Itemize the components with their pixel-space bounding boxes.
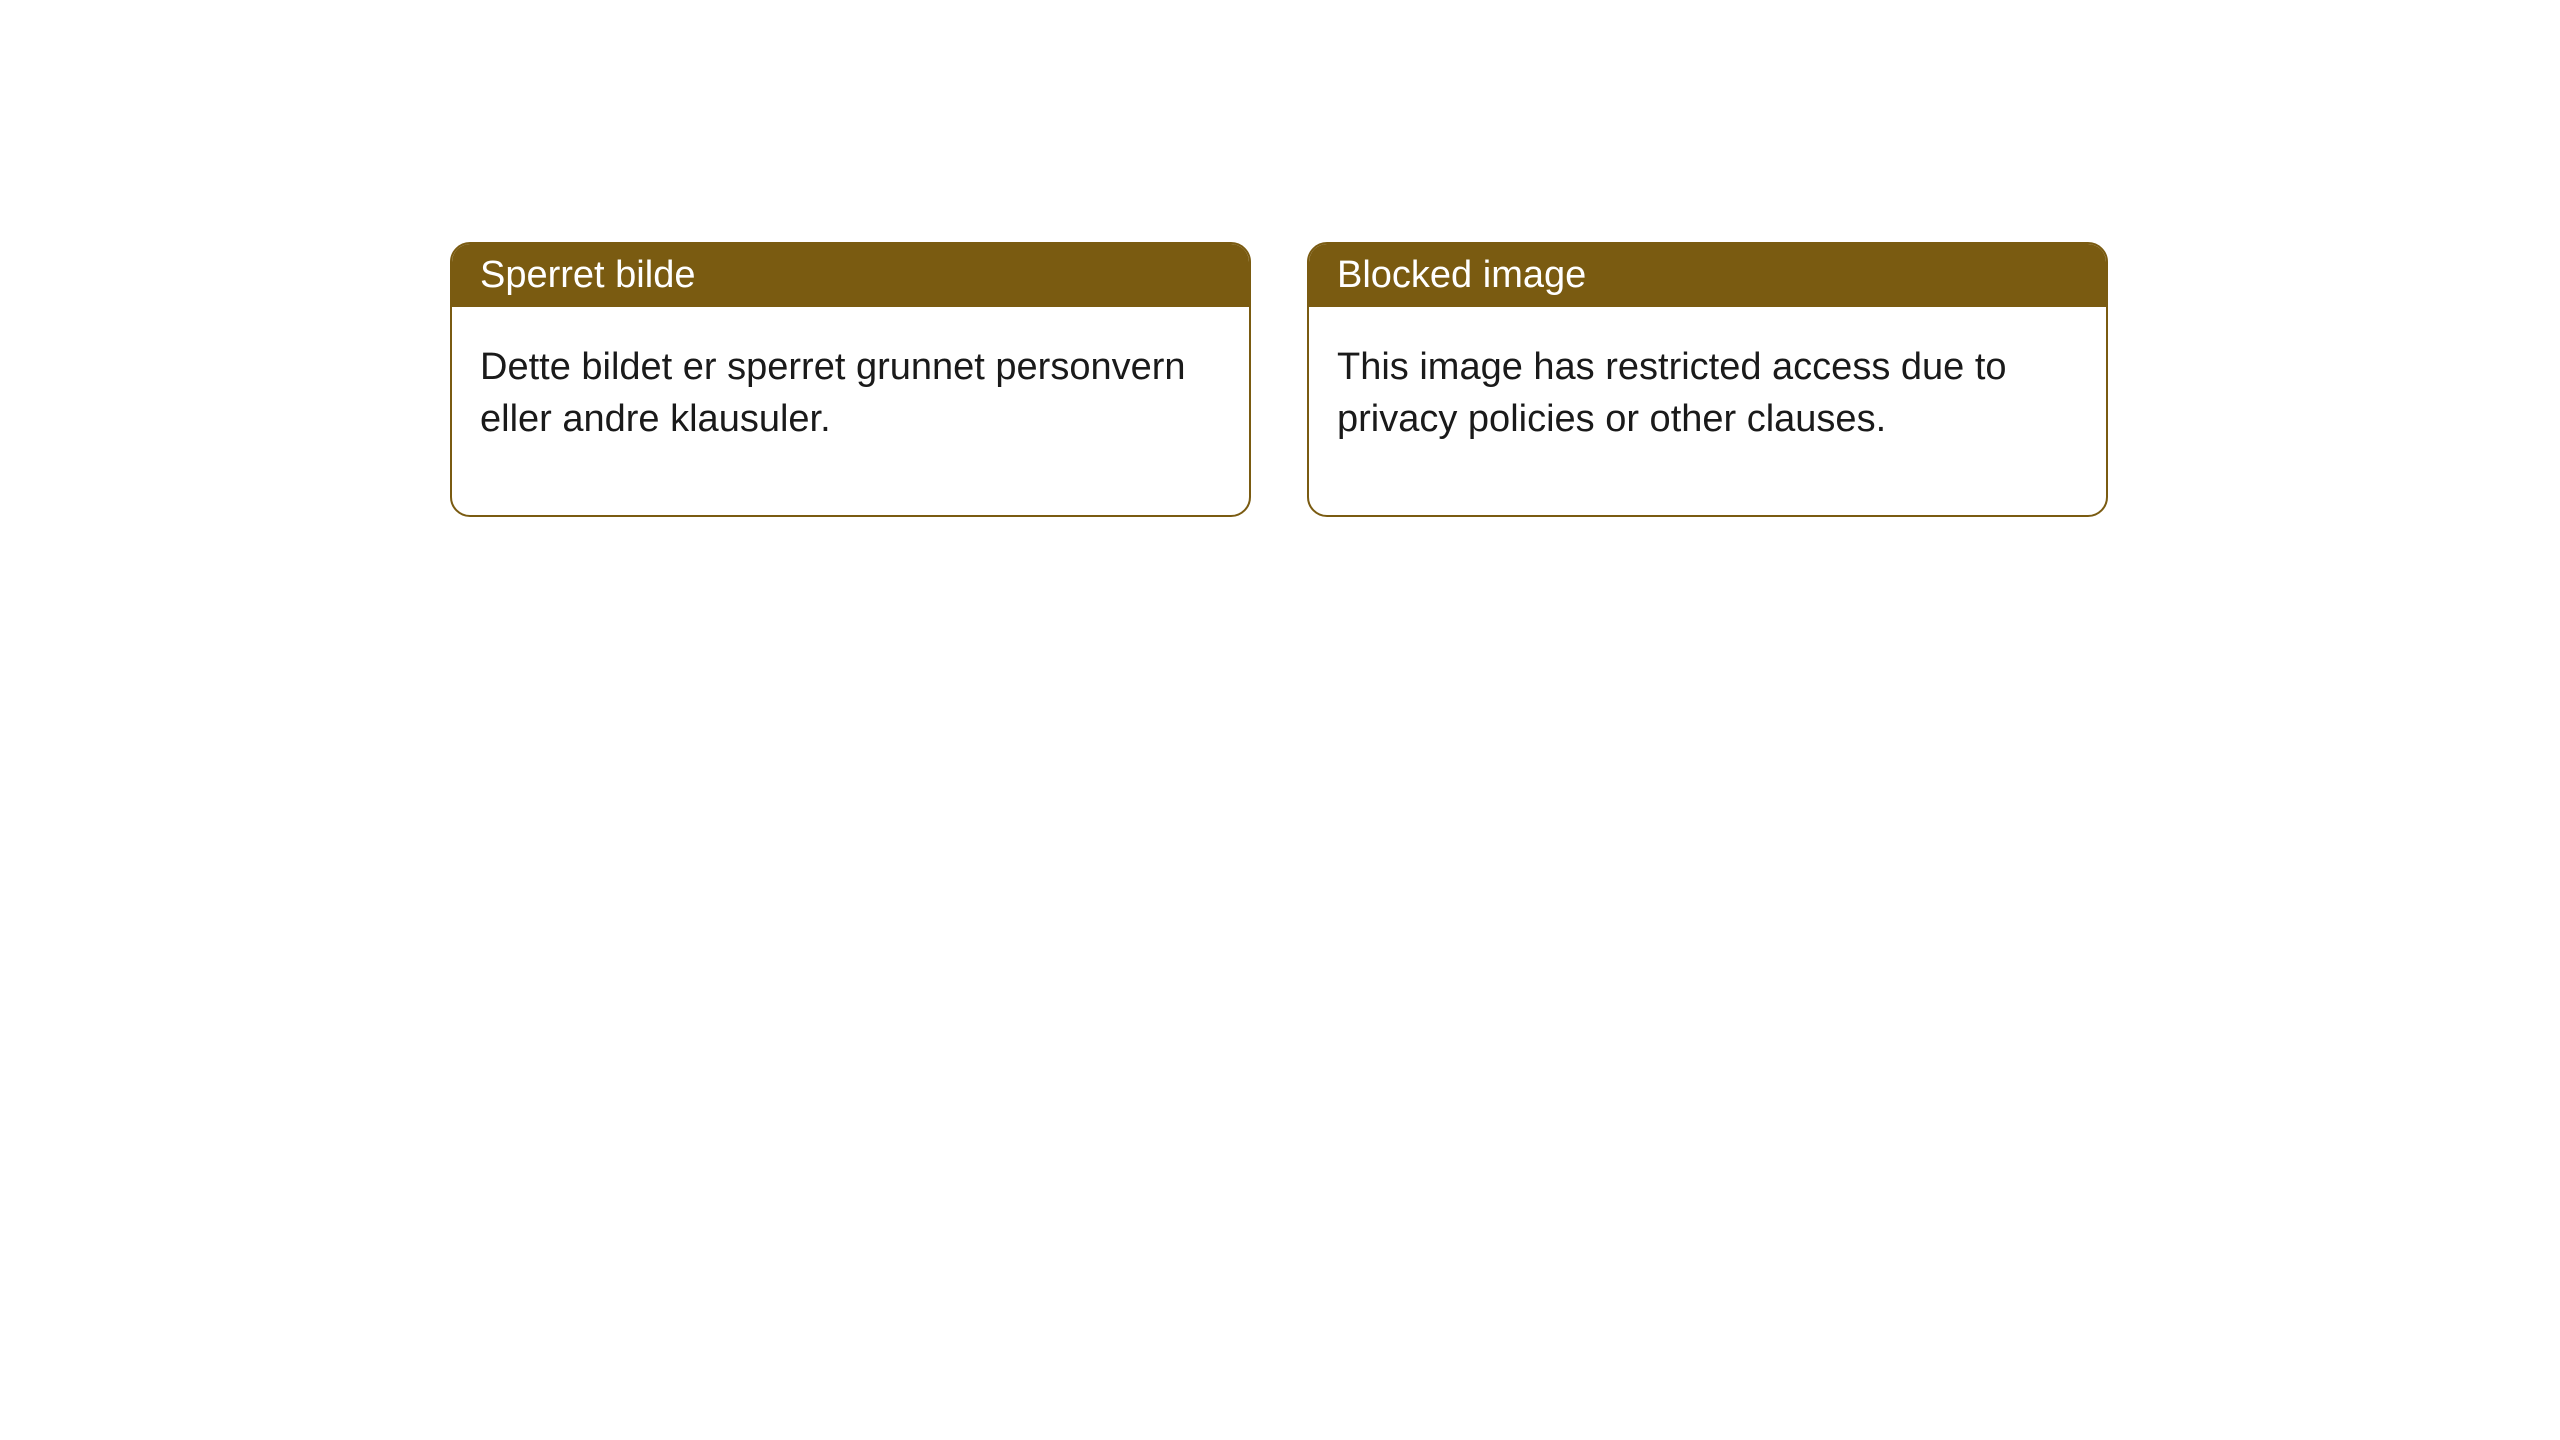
blocked-image-card-english: Blocked image This image has restricted … <box>1307 242 2108 517</box>
card-body-text-english: This image has restricted access due to … <box>1337 346 2007 440</box>
card-header-english: Blocked image <box>1309 244 2106 307</box>
card-body-text-norwegian: Dette bildet er sperret grunnet personve… <box>480 346 1186 440</box>
card-title-norwegian: Sperret bilde <box>480 254 695 296</box>
blocked-image-card-norwegian: Sperret bilde Dette bildet er sperret gr… <box>450 242 1251 517</box>
card-body-norwegian: Dette bildet er sperret grunnet personve… <box>452 307 1249 515</box>
card-header-norwegian: Sperret bilde <box>452 244 1249 307</box>
card-body-english: This image has restricted access due to … <box>1309 307 2106 515</box>
card-title-english: Blocked image <box>1337 254 1586 296</box>
cards-container: Sperret bilde Dette bildet er sperret gr… <box>0 0 2560 517</box>
